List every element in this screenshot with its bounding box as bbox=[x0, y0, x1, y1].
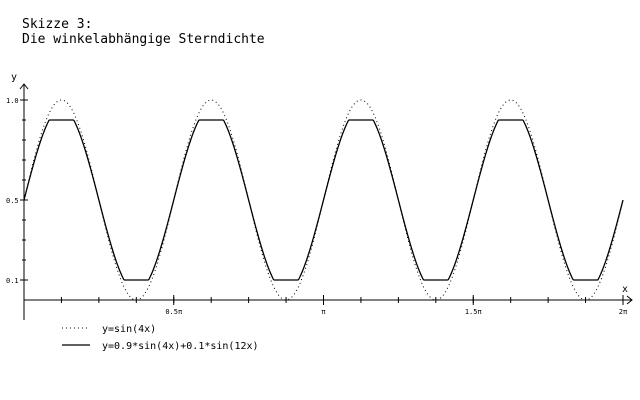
figure-caption-line-2: Die winkelabhängige Sterndichte bbox=[22, 32, 265, 47]
y-tick-label: 0.1 bbox=[6, 277, 19, 285]
y-tick-label: 1.0 bbox=[6, 97, 19, 105]
x-axis-arrow bbox=[626, 295, 633, 305]
legend: y=sin(4x) y=0.9*sin(4x)+0.1*sin(12x) bbox=[62, 324, 259, 352]
figure-caption-line-1: Skizze 3: bbox=[22, 17, 93, 32]
y-axis-arrow bbox=[19, 83, 29, 90]
series-layer bbox=[23, 99, 624, 301]
x-tick-label: π bbox=[321, 308, 326, 316]
legend-label-composite: y=0.9*sin(4x)+0.1*sin(12x) bbox=[102, 341, 259, 352]
x-tick-label: 0.5π bbox=[165, 308, 183, 316]
y-axis-label: y bbox=[11, 72, 17, 83]
legend-label-sin4x: y=sin(4x) bbox=[102, 324, 156, 335]
x-tick-label: 2π bbox=[619, 308, 628, 316]
major-ticks: 0.5π π 1.5π 2π 0.1 0.5 1.0 bbox=[6, 97, 628, 316]
axes: xy bbox=[11, 72, 633, 320]
series-line-composite bbox=[23, 119, 624, 281]
x-tick-label: 1.5π bbox=[465, 308, 483, 316]
y-tick-label: 0.5 bbox=[6, 197, 19, 205]
x-axis-label: x bbox=[622, 284, 628, 295]
